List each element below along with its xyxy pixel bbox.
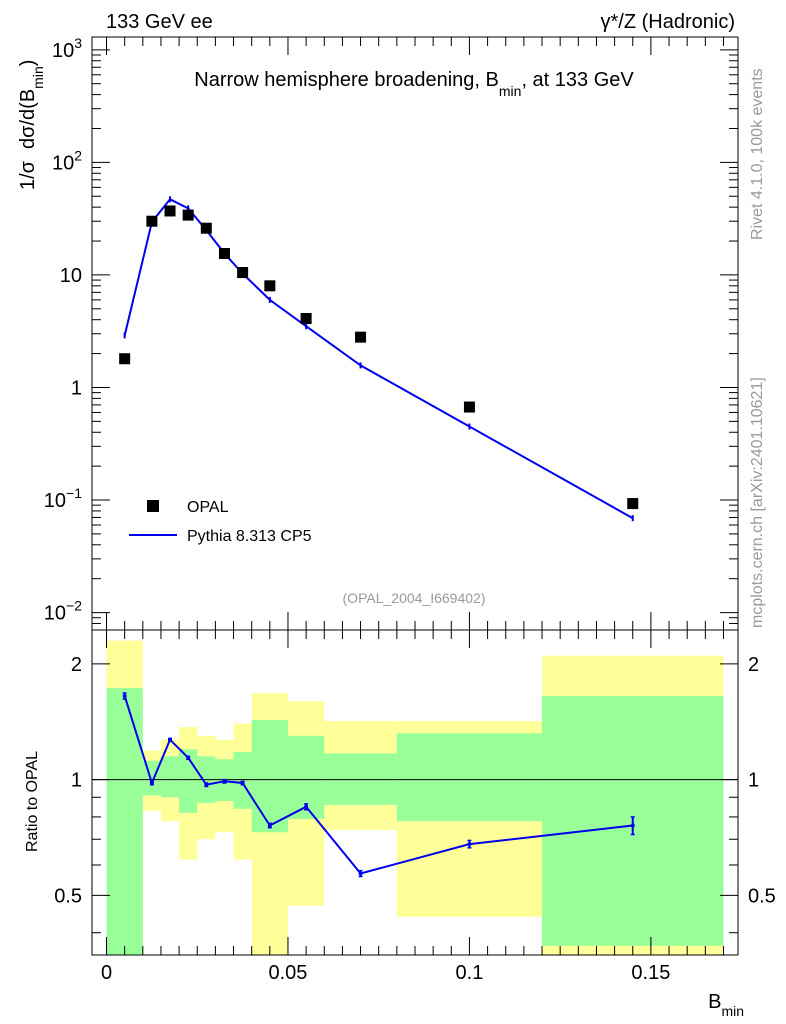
opal-marker (300, 313, 312, 325)
legend: OPAL Pythia 8.313 CP5 (129, 499, 312, 545)
ratio-point (168, 737, 173, 742)
inner-band (251, 719, 288, 833)
opal-marker (182, 209, 194, 221)
opal-marker (264, 280, 276, 292)
ratio-panel: 0.5 0.5 1 1 2 2 0 0.05 0.1 0.15 Ratio to OPAL Bm… (24, 629, 776, 1019)
header-left: 133 GeV ee (106, 11, 213, 33)
chart-title-tail: , at 133 GeV (521, 69, 634, 91)
x-tick-label: 0.05 (269, 962, 308, 984)
x-axis-label-sub: min (721, 1003, 744, 1019)
ratio-point (122, 694, 127, 699)
main-y-tick-label: 10−2 (44, 598, 82, 625)
ratio-point (467, 842, 472, 847)
ratio-y-tick-label-right: 1 (748, 770, 759, 792)
x-tick-label: 0.15 (631, 962, 670, 984)
x-tick-label: 0.1 (456, 962, 484, 984)
ratio-y-tick-label-left: 2 (71, 654, 82, 676)
header-right: γ*/Z (Hadronic) (601, 11, 735, 33)
legend-opal-label: OPAL (187, 499, 229, 516)
x-axis-label-main: B (708, 991, 721, 1013)
opal-marker (164, 205, 176, 217)
inner-band (324, 753, 397, 805)
ratio-line (123, 695, 633, 875)
mc-series (123, 196, 634, 522)
main-y-tick-label: 103 (52, 35, 82, 62)
ylabel-part-4: ) (17, 60, 39, 67)
ratio-point (186, 755, 191, 760)
ratio-y-axis-label: Ratio to OPAL (24, 751, 41, 852)
ratio-series (122, 692, 635, 878)
tick-exponent: −2 (66, 598, 82, 614)
ratio-point (222, 779, 227, 784)
ratio-point (240, 781, 245, 786)
inner-band (160, 756, 180, 798)
chart-title: Narrow hemisphere broadening, Bmin, at 1… (194, 69, 634, 99)
ratio-point (630, 823, 635, 828)
tick-base: 10 (44, 490, 66, 512)
ylabel-part-3: min (30, 66, 46, 89)
main-y-axis-label: 1/σ dσ/d(Bmin) (17, 60, 46, 190)
ratio-y-tick-label-right: 2 (748, 654, 759, 676)
ratio-point (267, 823, 272, 828)
ylabel-part-1: 1/σ (17, 160, 39, 190)
ratio-point (204, 782, 209, 787)
legend-opal-marker (147, 500, 159, 512)
opal-marker (218, 247, 230, 259)
rivet-label: Rivet 4.1.0, 100k events (749, 68, 766, 240)
ratio-uncertainty-bands (106, 640, 724, 955)
opal-marker (237, 267, 249, 279)
opal-marker (200, 222, 212, 234)
tick-base: 10 (44, 603, 66, 625)
ratio-axis-ticks (92, 630, 738, 955)
analysis-watermark: (OPAL_2004_I669402) (343, 590, 486, 606)
opal-marker (463, 401, 475, 413)
tick-exponent: 2 (74, 147, 82, 163)
tick-base: 10 (52, 152, 74, 174)
legend-pythia-label: Pythia 8.313 CP5 (187, 528, 312, 545)
data-series (119, 205, 639, 510)
main-y-tick-label: 10−1 (44, 485, 82, 512)
chart-title-main: Narrow hemisphere broadening, B (194, 69, 499, 91)
mcplots-label: mcplots.cern.ch [arXiv:2401.10621] (749, 377, 766, 628)
ratio-point (304, 804, 309, 809)
opal-marker (355, 331, 367, 343)
tick-exponent: −1 (66, 485, 82, 501)
ratio-y-tick-labels: 0.5 0.5 1 1 2 2 (54, 654, 776, 908)
main-y-tick-label: 10 (60, 265, 82, 287)
x-tick-label: 0 (101, 962, 112, 984)
ratio-y-tick-label-right: 0.5 (748, 885, 776, 907)
pythia-line (123, 198, 634, 520)
ratio-y-tick-label-left: 0.5 (54, 885, 82, 907)
inner-band (106, 688, 143, 955)
opal-marker (119, 353, 131, 365)
x-tick-labels: 0 0.05 0.1 0.15 (101, 962, 670, 984)
ylabel-part-2: dσ/d(B (17, 89, 39, 149)
main-y-tick-label: 102 (52, 147, 82, 174)
x-axis-label: Bmin (708, 991, 744, 1019)
ratio-y-tick-label-left: 1 (71, 770, 82, 792)
tick-base: 10 (52, 40, 74, 62)
ratio-point (358, 871, 363, 876)
opal-marker (627, 498, 639, 510)
main-y-tick-label: 1 (71, 377, 82, 399)
tick-exponent: 3 (74, 35, 82, 51)
inner-band (233, 752, 252, 809)
chart-title-sub: min (499, 83, 522, 99)
ratio-point (149, 781, 154, 786)
opal-marker (146, 215, 158, 227)
inner-band (396, 733, 543, 822)
main-axis-ticks (92, 37, 738, 631)
